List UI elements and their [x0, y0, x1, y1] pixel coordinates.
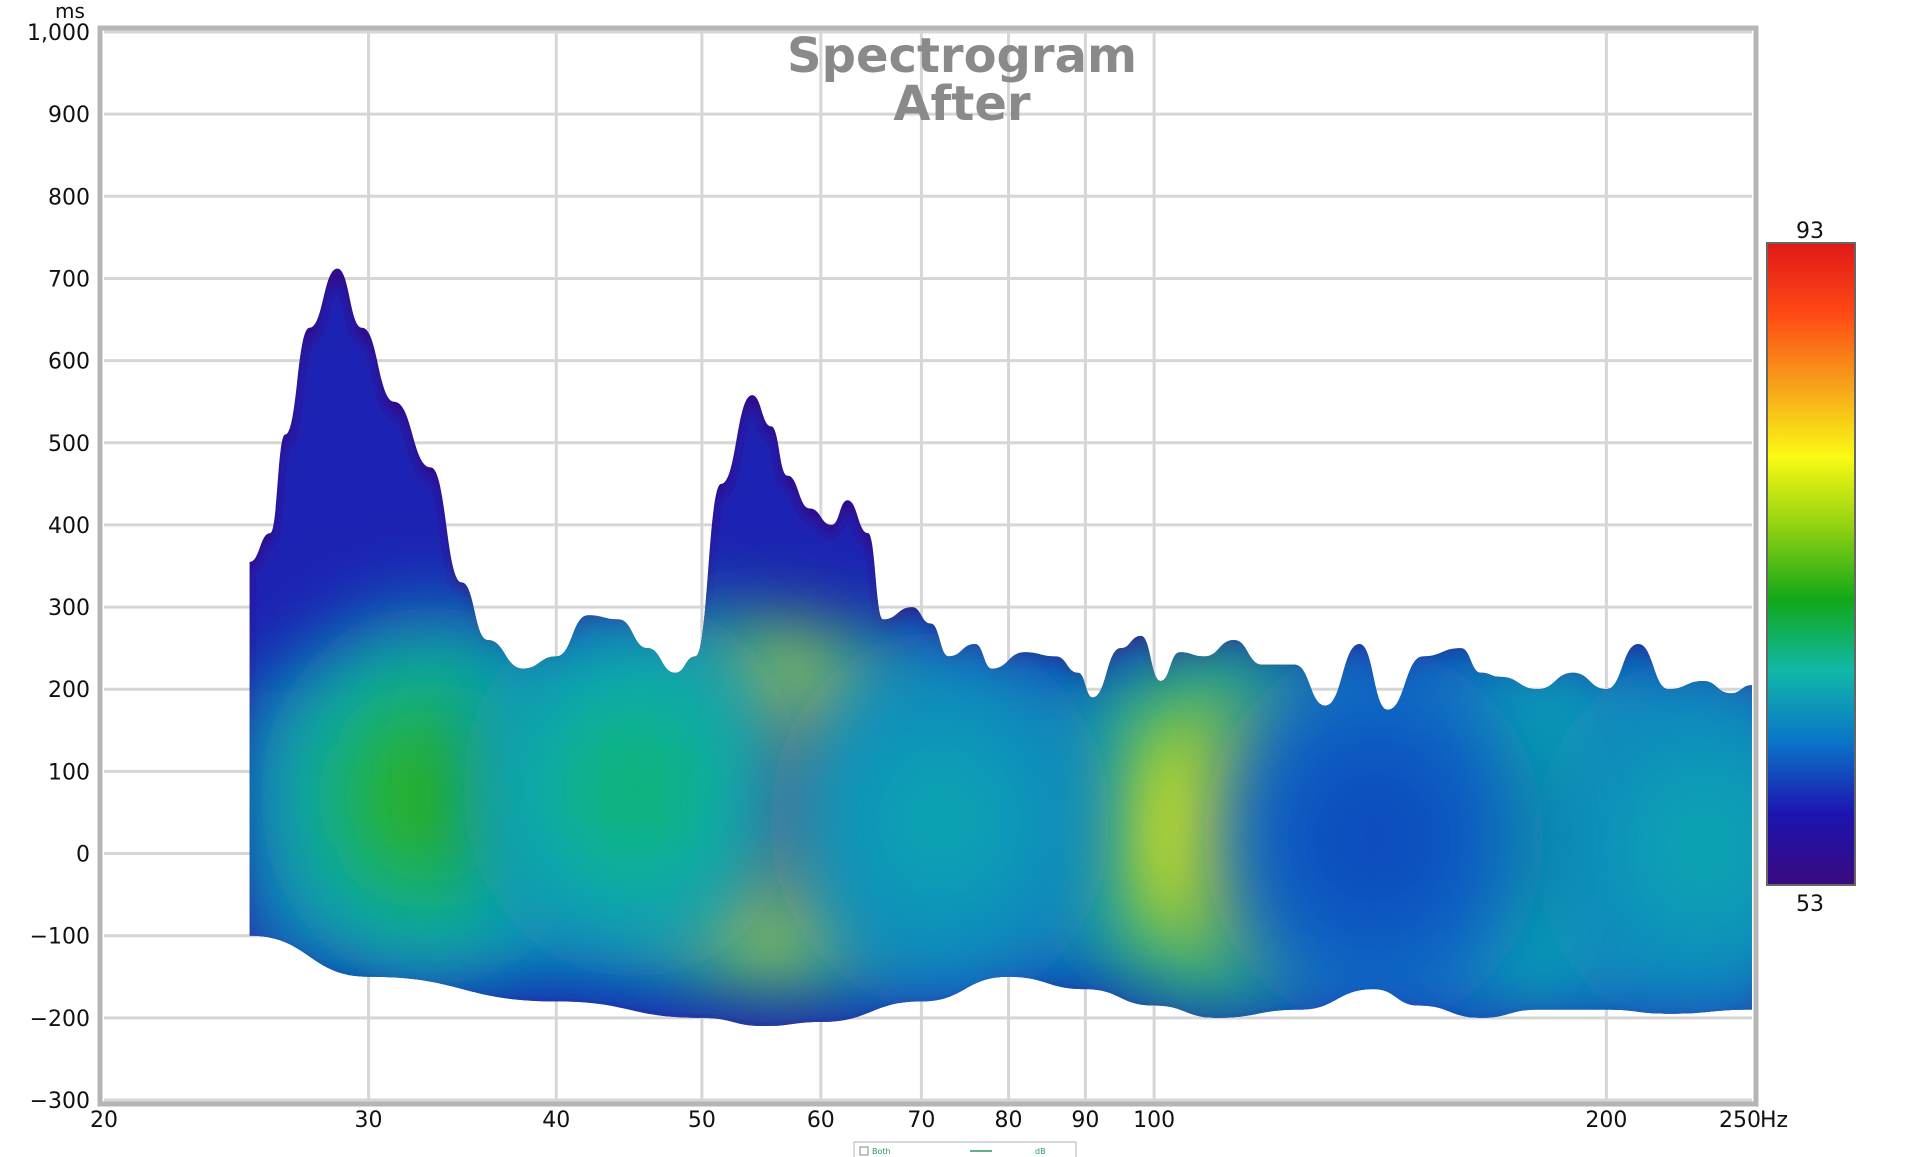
y-tick-label: −100 — [30, 925, 90, 950]
color-scale-max: 93 — [1796, 219, 1824, 244]
spectrogram-hotspot — [1533, 655, 1752, 1027]
y-tick-label: 0 — [76, 843, 90, 868]
spectrogram-hotspot — [463, 597, 804, 978]
x-axis: 20 30 40 50 60 70 80 90 100 200 250 — [90, 1108, 1761, 1133]
legend-item-both: Both — [872, 1147, 891, 1156]
spectrogram-hotspot — [1203, 647, 1544, 1027]
x-tick-label: 90 — [1071, 1108, 1099, 1133]
x-unit-label: Hz — [1760, 1108, 1788, 1133]
legend-checkbox[interactable] — [859, 1146, 869, 1156]
y-tick-label: 800 — [48, 185, 90, 210]
x-tick-label: 80 — [995, 1108, 1023, 1133]
legend-item-db: dB — [1035, 1147, 1046, 1156]
x-tick-label: 20 — [90, 1108, 118, 1133]
x-tick-label: 250 — [1719, 1108, 1761, 1133]
y-tick-label: 600 — [48, 350, 90, 375]
y-unit-label: ms — [55, 0, 85, 23]
chart-subtitle: After — [893, 76, 1031, 132]
y-tick-label: 1,000 — [27, 21, 90, 46]
spectrogram-hotspot — [769, 630, 1110, 1011]
x-tick-label: 60 — [807, 1108, 835, 1133]
y-tick-label: −200 — [30, 1007, 90, 1032]
y-tick-label: 400 — [48, 514, 90, 539]
y-tick-label: 300 — [48, 596, 90, 621]
color-scale-min: 53 — [1796, 892, 1824, 917]
legend[interactable]: Both dB — [853, 1141, 1077, 1157]
x-tick-label: 200 — [1585, 1108, 1627, 1133]
x-tick-label: 40 — [542, 1108, 570, 1133]
x-tick-label: 70 — [907, 1108, 935, 1133]
color-scale: 93 53 — [1766, 219, 1856, 917]
y-tick-label: 700 — [48, 267, 90, 292]
x-tick-label: 50 — [688, 1108, 716, 1133]
x-tick-label: 100 — [1133, 1108, 1175, 1133]
chart-title: Spectrogram — [787, 28, 1137, 84]
y-tick-label: 900 — [48, 103, 90, 128]
y-axis: 1,000 900 800 700 600 500 400 300 200 100 0 −100 −20… — [27, 21, 90, 1114]
x-tick-label: 30 — [355, 1108, 383, 1133]
y-tick-label: 200 — [48, 678, 90, 703]
y-tick-label: −300 — [30, 1089, 90, 1114]
legend-box — [853, 1141, 1077, 1157]
y-tick-label: 500 — [48, 432, 90, 457]
y-tick-label: 100 — [48, 760, 90, 785]
color-scale-bar — [1766, 242, 1856, 886]
